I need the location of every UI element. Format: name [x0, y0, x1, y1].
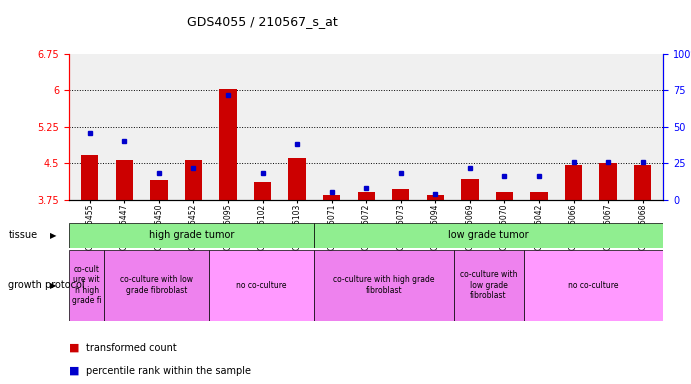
Text: co-culture with low
grade fibroblast: co-culture with low grade fibroblast: [120, 275, 193, 295]
Bar: [81, 155, 98, 200]
Bar: [357, 192, 375, 200]
Bar: [524, 250, 663, 321]
Text: high grade tumor: high grade tumor: [149, 230, 234, 240]
Text: ▶: ▶: [50, 231, 56, 240]
Text: ■: ■: [69, 366, 79, 376]
Text: no co-culture: no co-culture: [236, 281, 287, 290]
Bar: [599, 163, 616, 200]
Bar: [209, 250, 314, 321]
Bar: [69, 223, 314, 248]
Bar: [184, 160, 202, 200]
Text: ▶: ▶: [50, 281, 56, 290]
Bar: [104, 250, 209, 321]
Text: percentile rank within the sample: percentile rank within the sample: [86, 366, 252, 376]
Bar: [634, 165, 651, 200]
Bar: [69, 250, 104, 321]
Bar: [314, 250, 453, 321]
Text: tissue: tissue: [8, 230, 37, 240]
Text: co-culture with high grade
fibroblast: co-culture with high grade fibroblast: [333, 275, 435, 295]
Text: co-cult
ure wit
h high
grade fi: co-cult ure wit h high grade fi: [72, 265, 102, 305]
Bar: [530, 192, 547, 200]
Text: no co-culture: no co-culture: [568, 281, 618, 290]
Bar: [254, 182, 271, 200]
Text: growth protocol: growth protocol: [8, 280, 85, 290]
Bar: [314, 223, 663, 248]
Text: transformed count: transformed count: [86, 343, 177, 353]
Bar: [461, 179, 478, 200]
Bar: [150, 180, 167, 200]
Bar: [115, 160, 133, 200]
Bar: [392, 189, 409, 200]
Bar: [565, 165, 582, 200]
Bar: [288, 158, 305, 200]
Bar: [323, 195, 340, 200]
Bar: [219, 89, 236, 200]
Text: low grade tumor: low grade tumor: [448, 230, 529, 240]
Text: ■: ■: [69, 343, 79, 353]
Text: GDS4055 / 210567_s_at: GDS4055 / 210567_s_at: [187, 15, 338, 28]
Bar: [495, 192, 513, 200]
Bar: [426, 195, 444, 200]
Bar: [453, 250, 524, 321]
Text: co-culture with
low grade
fibroblast: co-culture with low grade fibroblast: [460, 270, 518, 300]
